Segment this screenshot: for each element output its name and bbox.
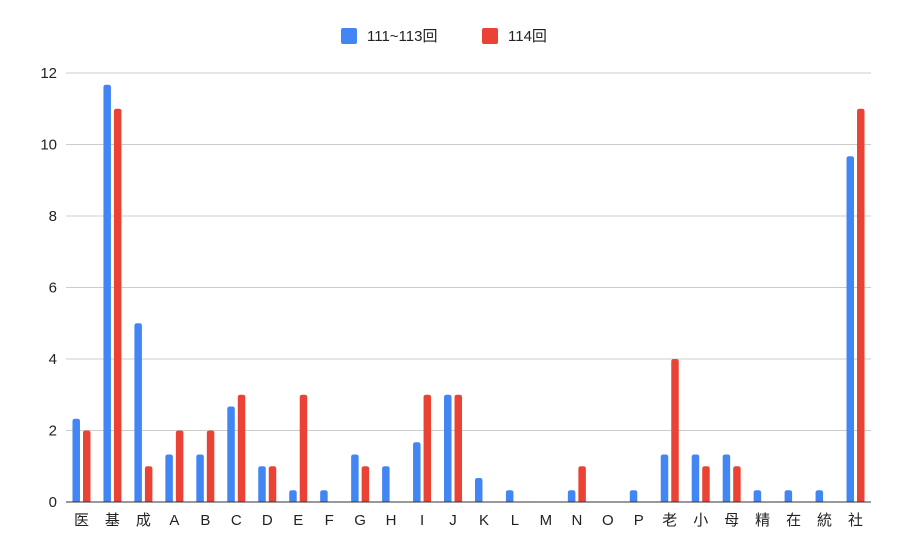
bars	[72, 84, 865, 503]
x-tick-label: 統	[817, 512, 832, 529]
bar-series1-3	[165, 454, 173, 502]
bar-series1-24	[815, 490, 824, 502]
x-tick-label: P	[634, 512, 644, 529]
bar-series2-0	[82, 430, 91, 502]
bar-series2-11	[423, 394, 432, 502]
legend-swatch-series1	[341, 28, 357, 44]
bar-series1-8	[320, 490, 328, 502]
bar-series1-16	[567, 490, 576, 502]
x-tick-label: 医	[74, 512, 89, 529]
bar-series1-5	[227, 406, 235, 502]
x-tick-label: I	[420, 512, 424, 529]
bar-series1-14	[505, 490, 514, 502]
x-tick-label: H	[386, 512, 397, 529]
legend: 111~113回 114回	[341, 28, 547, 45]
x-tick-label: 精	[755, 512, 770, 529]
x-tick-label: F	[325, 512, 334, 529]
x-tick-label: 母	[724, 512, 739, 529]
bar-series2-9	[361, 466, 370, 502]
y-tick-label: 4	[49, 351, 57, 368]
y-tick-label: 6	[49, 280, 57, 297]
bar-series1-11	[413, 442, 421, 502]
bar-series2-19	[671, 359, 679, 502]
bar-series2-3	[175, 430, 184, 502]
bar-series1-13	[474, 478, 483, 502]
y-axis-tick-labels: 0 2 4 6 8 10 12	[40, 65, 57, 511]
bar-series1-0	[72, 418, 80, 502]
bar-series2-12	[454, 394, 463, 502]
legend-label-series2: 114回	[508, 28, 547, 45]
bar-series2-21	[733, 466, 741, 502]
bar-series1-9	[351, 454, 359, 502]
y-tick-label: 10	[40, 137, 57, 154]
x-tick-label: O	[602, 512, 614, 529]
bar-series2-2	[144, 466, 153, 502]
bar-series2-7	[299, 394, 308, 502]
bar-series2-20	[702, 466, 710, 502]
x-tick-label: M	[540, 512, 553, 529]
y-tick-label: 8	[49, 208, 57, 225]
x-axis-tick-labels: 医基成 A B C D E F G H I J K L M N O P 老小母精在統社	[74, 512, 863, 529]
x-tick-label: B	[200, 512, 210, 529]
x-tick-label: A	[169, 512, 179, 529]
x-tick-label: J	[449, 512, 457, 529]
y-tick-label: 12	[40, 65, 57, 82]
bar-series2-5	[237, 394, 246, 502]
bar-series1-21	[722, 454, 731, 502]
bar-series1-25	[846, 156, 855, 503]
bar-series1-1	[103, 84, 111, 503]
bar-series1-22	[753, 490, 762, 502]
x-tick-label: 成	[136, 512, 151, 529]
x-tick-label: L	[511, 512, 519, 529]
bar-series1-12	[444, 394, 452, 502]
bar-series2-1	[113, 108, 122, 502]
bar-series1-23	[784, 490, 793, 502]
x-tick-label: 社	[848, 512, 863, 529]
bar-series1-10	[382, 466, 390, 502]
legend-label-series1: 111~113回	[367, 28, 437, 45]
x-tick-label: C	[231, 512, 242, 529]
bar-series1-7	[289, 490, 297, 502]
bar-series1-18	[629, 490, 638, 502]
x-tick-label: E	[293, 512, 303, 529]
bar-series2-6	[268, 466, 277, 502]
x-tick-label: 小	[693, 512, 708, 529]
x-tick-label: N	[571, 512, 582, 529]
bar-series1-2	[134, 323, 142, 502]
legend-swatch-series2	[482, 28, 498, 44]
x-tick-label: K	[479, 512, 489, 529]
bar-series2-16	[578, 466, 586, 502]
bar-series1-19	[660, 454, 669, 502]
y-tick-label: 0	[49, 494, 57, 511]
bar-series1-6	[258, 466, 266, 502]
x-tick-label: 基	[105, 512, 120, 529]
bar-series2-25	[857, 108, 865, 502]
x-tick-label: D	[262, 512, 273, 529]
bar-series1-20	[691, 454, 700, 502]
gridlines	[66, 72, 871, 431]
x-tick-label: 老	[662, 512, 677, 529]
bar-series1-4	[196, 454, 204, 502]
y-tick-label: 2	[49, 423, 57, 440]
x-tick-label: 在	[786, 512, 801, 529]
x-tick-label: G	[354, 512, 366, 529]
bar-series2-4	[206, 430, 215, 502]
